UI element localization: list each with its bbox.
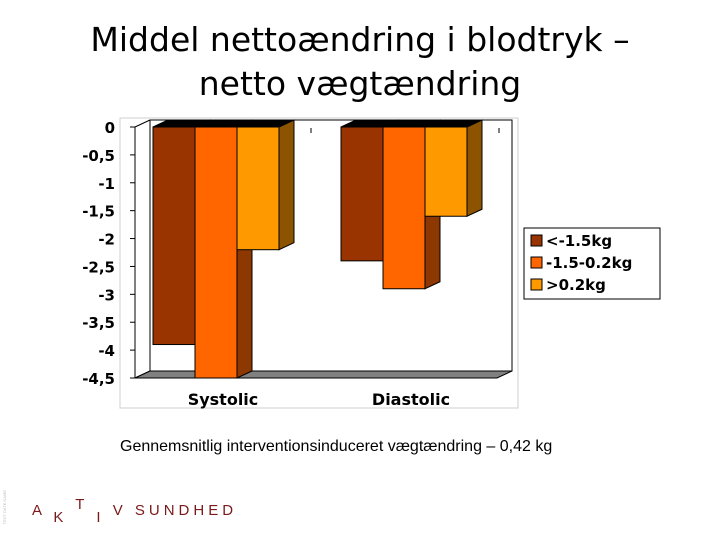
y-tick-label: -3 — [98, 286, 115, 304]
y-tick-label: -0,5 — [82, 147, 115, 165]
aktiv-sundhed-logo: A K T I V SUNDHED — [32, 496, 238, 526]
logo-letter-i: I — [96, 509, 105, 526]
legend-box — [523, 227, 661, 300]
legend-swatch — [530, 278, 543, 291]
x-category-label: Diastolic — [372, 390, 450, 409]
logo-rest: V SUNDHED — [112, 502, 238, 519]
logo-letter-a: A — [32, 502, 46, 519]
logo-letter-t: T — [75, 496, 89, 513]
y-tick-label: -2 — [98, 231, 115, 249]
bar-diastolic-3 — [424, 119, 483, 218]
title-line-2: netto vægtændring — [198, 64, 522, 103]
chart-floor — [134, 370, 513, 379]
y-tick-label: -4,5 — [82, 370, 115, 388]
y-axis: 0 -0,5 -1 -1,5 -2 -2,5 -3 -3,5 -4 -4,5 — [82, 119, 135, 388]
title-line-1: Middel nettoændring i blodtryk – — [90, 20, 630, 59]
legend-label: >0.2kg — [546, 276, 606, 294]
legend-swatch — [530, 234, 543, 247]
logo-letter-k: K — [53, 509, 68, 526]
legend-swatch — [530, 256, 543, 269]
y-tick-label: -4 — [98, 342, 115, 360]
side-footer-text: TEXT DATE NAME — [2, 490, 7, 525]
legend-label: -1.5-0.2kg — [546, 254, 632, 272]
legend-label: <-1.5kg — [546, 232, 612, 250]
y-tick-label: -1,5 — [82, 203, 115, 221]
y-tick-label: 0 — [105, 119, 115, 137]
legend: <-1.5kg -1.5-0.2kg >0.2kg — [523, 227, 661, 300]
x-axis: Systolic Diastolic — [188, 128, 500, 409]
slide-title: Middel nettoændring i blodtryk – netto v… — [40, 18, 680, 106]
bar-systolic-3 — [236, 119, 295, 251]
x-category-label: Systolic — [188, 390, 259, 409]
caption: Gennemsnitlig interventionsinduceret væg… — [120, 438, 553, 455]
y-tick-label: -3,5 — [82, 314, 115, 332]
bars — [152, 119, 483, 379]
y-tick-label: -1 — [98, 175, 115, 193]
y-tick-label: -2,5 — [82, 258, 115, 276]
side-wall-top — [134, 119, 151, 128]
